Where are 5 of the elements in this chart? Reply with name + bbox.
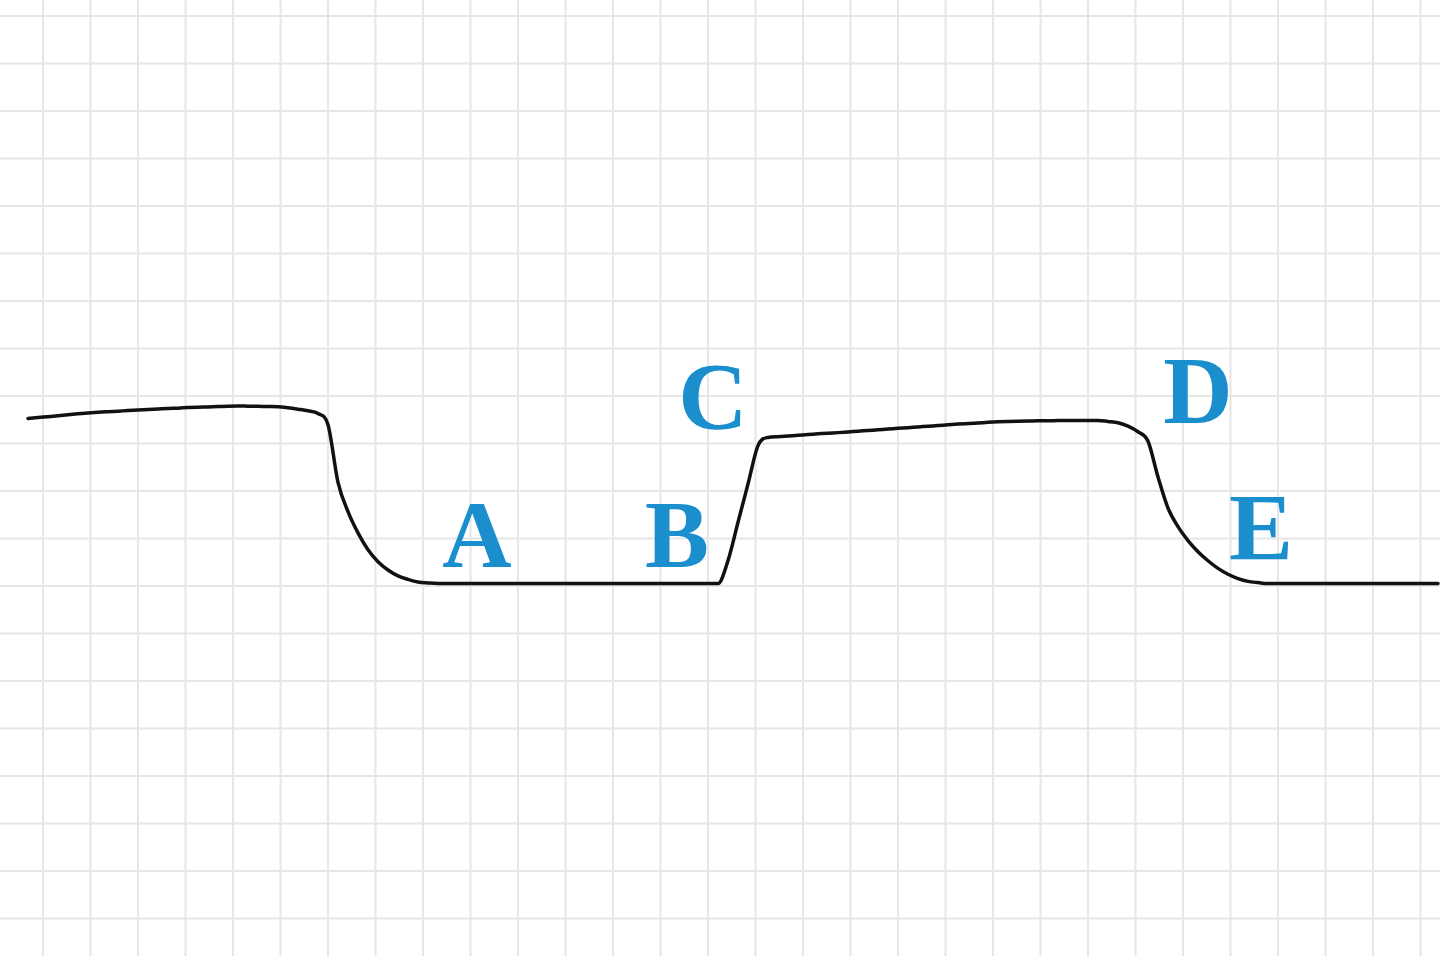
- annotation: D: [1163, 337, 1233, 444]
- annotation: A: [442, 481, 512, 588]
- annotation: C: [678, 343, 748, 450]
- annotation: E: [1228, 474, 1294, 581]
- annotation: B: [644, 481, 710, 588]
